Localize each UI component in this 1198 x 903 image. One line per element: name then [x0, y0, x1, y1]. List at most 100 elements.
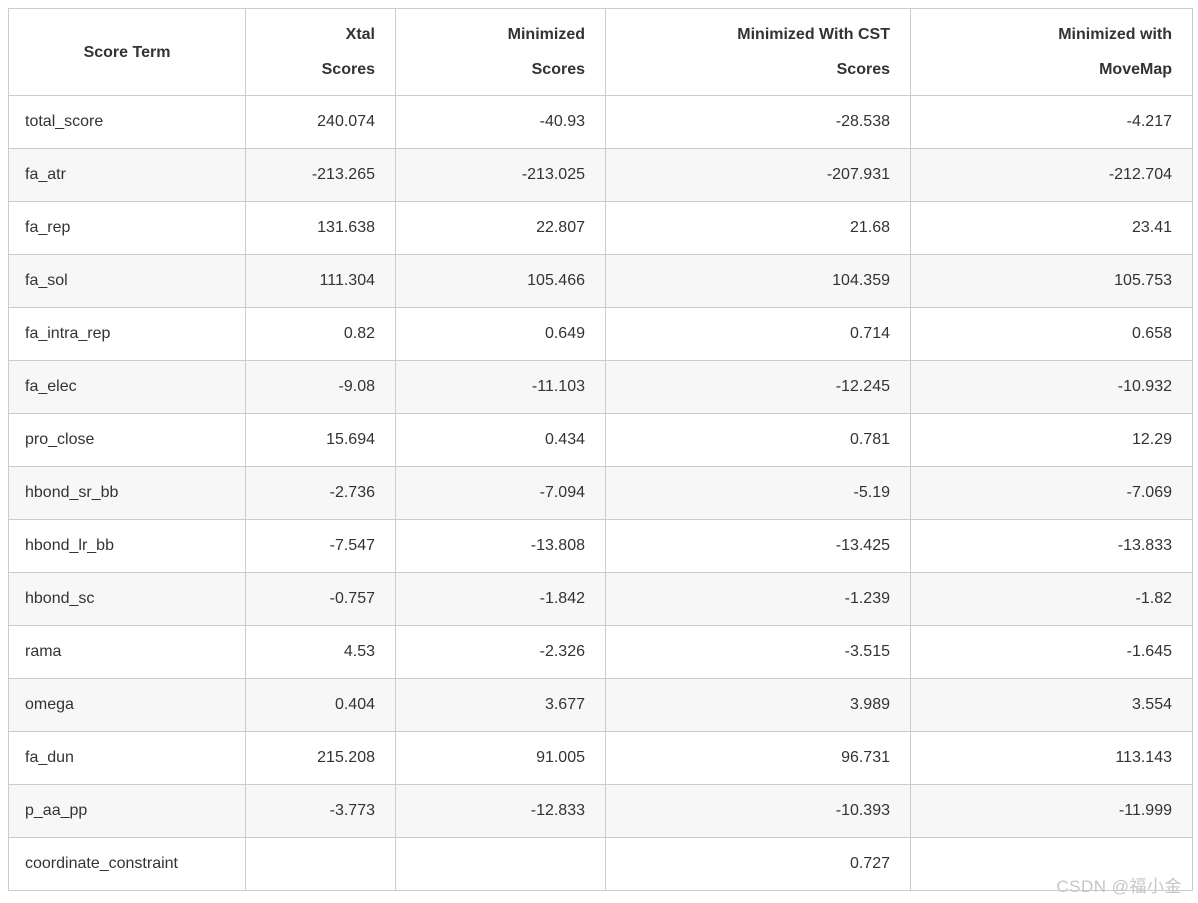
xtal-score-cell: -0.757 [245, 572, 396, 626]
score-term-cell: omega [8, 678, 246, 732]
header-label: Scores [321, 61, 375, 78]
table-row: hbond_sr_bb -2.736 -7.094 -5.19 -7.069 [8, 466, 1193, 520]
xtal-score-cell: 131.638 [245, 201, 396, 255]
movemap-score-cell: 12.29 [910, 413, 1193, 467]
minimized-score-cell: -40.93 [395, 95, 606, 149]
xtal-score-cell: 240.074 [245, 95, 396, 149]
header-label: Minimized With CST [737, 26, 890, 43]
xtal-score-cell: -3.773 [245, 784, 396, 838]
table-row: coordinate_constraint 0.727 [8, 837, 1193, 891]
col-header-score-term: Score Term [8, 8, 246, 96]
score-term-cell: fa_rep [8, 201, 246, 255]
minimized-cst-score-cell: -1.239 [605, 572, 911, 626]
movemap-score-cell [910, 837, 1193, 891]
minimized-score-cell: -13.808 [395, 519, 606, 573]
minimized-cst-score-cell: 104.359 [605, 254, 911, 308]
minimized-score-cell [395, 837, 606, 891]
minimized-cst-score-cell: 3.989 [605, 678, 911, 732]
score-term-cell: fa_intra_rep [8, 307, 246, 361]
movemap-score-cell: -4.217 [910, 95, 1193, 149]
minimized-cst-score-cell: -5.19 [605, 466, 911, 520]
score-term-cell: total_score [8, 95, 246, 149]
score-term-cell: rama [8, 625, 246, 679]
table-row: hbond_lr_bb -7.547 -13.808 -13.425 -13.8… [8, 519, 1193, 573]
table-row: hbond_sc -0.757 -1.842 -1.239 -1.82 [8, 572, 1193, 626]
score-term-cell: hbond_sc [8, 572, 246, 626]
table-row: rama 4.53 -2.326 -3.515 -1.645 [8, 625, 1193, 679]
score-term-cell: p_aa_pp [8, 784, 246, 838]
table-row: total_score 240.074 -40.93 -28.538 -4.21… [8, 95, 1193, 149]
minimized-score-cell: -11.103 [395, 360, 606, 414]
xtal-score-cell [245, 837, 396, 891]
header-label: Scores [531, 61, 585, 78]
table-row: pro_close 15.694 0.434 0.781 12.29 [8, 413, 1193, 467]
header-label: Score Term [83, 43, 171, 61]
header-label: Minimized with [1058, 26, 1172, 43]
movemap-score-cell: 0.658 [910, 307, 1193, 361]
xtal-score-cell: 0.82 [245, 307, 396, 361]
movemap-score-cell: -13.833 [910, 519, 1193, 573]
col-header-xtal-scores: Xtal Scores [245, 8, 396, 96]
movemap-score-cell: -7.069 [910, 466, 1193, 520]
minimized-score-cell: -1.842 [395, 572, 606, 626]
score-term-cell: coordinate_constraint [8, 837, 246, 891]
minimized-score-cell: 0.434 [395, 413, 606, 467]
movemap-score-cell: 113.143 [910, 731, 1193, 785]
score-term-cell: hbond_sr_bb [8, 466, 246, 520]
minimized-score-cell: -213.025 [395, 148, 606, 202]
xtal-score-cell: 15.694 [245, 413, 396, 467]
header-label: Scores [836, 61, 890, 78]
minimized-score-cell: -7.094 [395, 466, 606, 520]
minimized-score-cell: 22.807 [395, 201, 606, 255]
movemap-score-cell: 3.554 [910, 678, 1193, 732]
minimized-cst-score-cell: -13.425 [605, 519, 911, 573]
xtal-score-cell: -9.08 [245, 360, 396, 414]
table-row: p_aa_pp -3.773 -12.833 -10.393 -11.999 [8, 784, 1193, 838]
col-header-minimized-cst-scores: Minimized With CST Scores [605, 8, 911, 96]
minimized-cst-score-cell: -3.515 [605, 625, 911, 679]
minimized-score-cell: 91.005 [395, 731, 606, 785]
movemap-score-cell: -10.932 [910, 360, 1193, 414]
xtal-score-cell: 111.304 [245, 254, 396, 308]
minimized-cst-score-cell: -207.931 [605, 148, 911, 202]
table-row: fa_intra_rep 0.82 0.649 0.714 0.658 [8, 307, 1193, 361]
xtal-score-cell: -2.736 [245, 466, 396, 520]
xtal-score-cell: -7.547 [245, 519, 396, 573]
minimized-score-cell: 3.677 [395, 678, 606, 732]
minimized-cst-score-cell: 0.727 [605, 837, 911, 891]
minimized-score-cell: 0.649 [395, 307, 606, 361]
score-term-cell: fa_dun [8, 731, 246, 785]
minimized-score-cell: -12.833 [395, 784, 606, 838]
movemap-score-cell: -212.704 [910, 148, 1193, 202]
movemap-score-cell: -1.645 [910, 625, 1193, 679]
minimized-cst-score-cell: 0.714 [605, 307, 911, 361]
table-row: fa_rep 131.638 22.807 21.68 23.41 [8, 201, 1193, 255]
minimized-cst-score-cell: -28.538 [605, 95, 911, 149]
minimized-cst-score-cell: -10.393 [605, 784, 911, 838]
score-term-cell: fa_sol [8, 254, 246, 308]
col-header-minimized-scores: Minimized Scores [395, 8, 606, 96]
minimized-cst-score-cell: 0.781 [605, 413, 911, 467]
xtal-score-cell: -213.265 [245, 148, 396, 202]
table-row: omega 0.404 3.677 3.989 3.554 [8, 678, 1193, 732]
table-row: fa_dun 215.208 91.005 96.731 113.143 [8, 731, 1193, 785]
minimized-cst-score-cell: 96.731 [605, 731, 911, 785]
xtal-score-cell: 4.53 [245, 625, 396, 679]
table-row: fa_atr -213.265 -213.025 -207.931 -212.7… [8, 148, 1193, 202]
movemap-score-cell: 23.41 [910, 201, 1193, 255]
header-label: Xtal [345, 26, 375, 43]
table-header-row: Score Term Xtal Scores Minimized Scores … [8, 8, 1193, 96]
score-term-cell: fa_elec [8, 360, 246, 414]
minimized-score-cell: -2.326 [395, 625, 606, 679]
xtal-score-cell: 0.404 [245, 678, 396, 732]
minimized-score-cell: 105.466 [395, 254, 606, 308]
header-label: MoveMap [1099, 61, 1172, 78]
movemap-score-cell: -11.999 [910, 784, 1193, 838]
score-comparison-table: Score Term Xtal Scores Minimized Scores … [8, 8, 1193, 891]
xtal-score-cell: 215.208 [245, 731, 396, 785]
header-label: Minimized [507, 26, 585, 43]
table-row: fa_sol 111.304 105.466 104.359 105.753 [8, 254, 1193, 308]
score-term-cell: hbond_lr_bb [8, 519, 246, 573]
col-header-minimized-movemap: Minimized with MoveMap [910, 8, 1193, 96]
